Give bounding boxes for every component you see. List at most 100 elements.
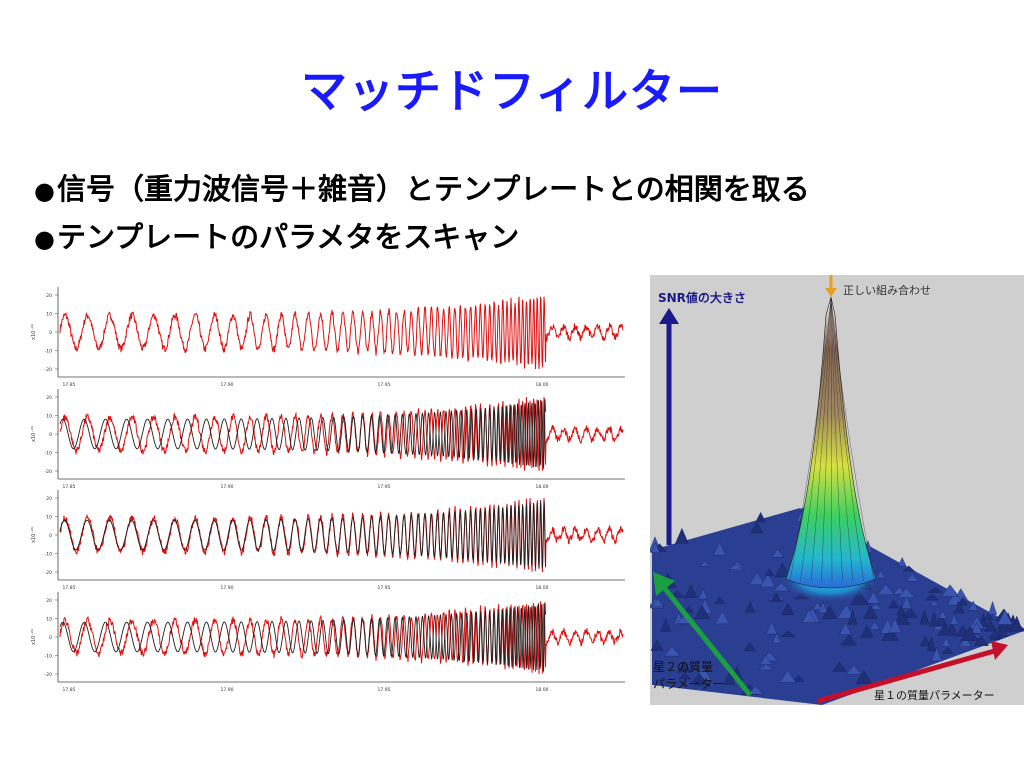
noise-spike xyxy=(1009,621,1023,631)
noise-spike xyxy=(792,674,805,682)
depth-axis-arrow xyxy=(660,583,752,697)
noise-spike xyxy=(847,609,858,625)
x-tick-label: 18.00 xyxy=(536,484,549,490)
x-tick-label: 18.00 xyxy=(536,687,549,693)
noise-spike xyxy=(845,664,862,675)
noise-spike xyxy=(650,639,664,651)
peak-mesh-line xyxy=(830,298,843,582)
x-tick-label: 17.95 xyxy=(378,382,391,388)
peak-mesh-line xyxy=(789,298,832,582)
noise-spike xyxy=(684,584,698,599)
y-axis-unit-label: x10⁻²¹ xyxy=(31,527,37,543)
noise-spike xyxy=(822,605,838,619)
y-tick-label: -20 xyxy=(45,570,52,576)
noise-spike xyxy=(748,571,766,585)
noise-spike xyxy=(997,609,1013,625)
noise-spike xyxy=(678,671,691,680)
noise-spike xyxy=(888,599,900,609)
x-axis-arrowhead xyxy=(991,641,1008,660)
bullet-1: ●信号（重力波信号＋雑音）とテンプレートとの相関を取る xyxy=(34,166,810,208)
snr-surface-figure: SNR値の大きさ 正しい組み合わせ 星２の質量 パラメーター 星１の質量パラメー… xyxy=(650,275,1024,705)
noise-spike xyxy=(759,573,776,588)
noise-spike xyxy=(970,621,983,634)
y-tick-label: -10 xyxy=(45,552,52,558)
noise-spike xyxy=(747,685,764,695)
y-tick-label: -10 xyxy=(45,451,52,457)
waveform-panel-3: 20 10 0 -10 -20 x10⁻²¹ 17.85 17.90 17.95 18.00 xyxy=(31,490,625,591)
noise-spike xyxy=(997,625,1008,637)
noise-spike xyxy=(663,645,681,657)
x-tick-label: 17.90 xyxy=(221,687,234,693)
noise-spike xyxy=(765,620,778,635)
noise-spike xyxy=(876,583,895,596)
noise-spike xyxy=(764,568,774,576)
noise-spike xyxy=(988,600,998,615)
peak-mesh-line xyxy=(830,298,864,582)
depth-axis-arrowhead xyxy=(653,572,675,596)
noise-spike xyxy=(771,632,782,644)
noise-spike xyxy=(677,661,692,673)
noise-spike xyxy=(957,596,968,606)
noise-spike xyxy=(860,625,874,638)
noise-spike xyxy=(881,627,900,641)
noise-spike xyxy=(755,511,766,523)
noise-spike xyxy=(699,560,711,567)
noise-spike xyxy=(926,636,937,652)
surface-floor xyxy=(652,508,1024,705)
noise-spike xyxy=(959,635,972,647)
noise-spike xyxy=(863,604,878,619)
noise-spike xyxy=(832,661,847,672)
noise-spike xyxy=(650,542,661,553)
x-axis-arrow xyxy=(817,647,999,704)
bullet-2-text: テンプレートのパラメタをスキャン xyxy=(56,220,520,254)
template-trace xyxy=(59,500,546,569)
noise-spike xyxy=(924,593,940,601)
noise-spike xyxy=(868,603,883,610)
noise-spike xyxy=(946,591,965,606)
y-tick-label: 20 xyxy=(46,496,52,502)
noise-spike xyxy=(929,599,939,606)
x-tick-label: 17.85 xyxy=(63,382,76,388)
noise-spike xyxy=(938,610,948,619)
noise-spike xyxy=(779,670,797,683)
x-tick-label: 17.95 xyxy=(378,687,391,693)
x-axis-label: 星１の質量パラメーター xyxy=(874,688,995,702)
bullet-2-marker: ● xyxy=(34,225,55,253)
waveform-panel-4: 20 10 0 -10 -20 x10⁻²¹ 17.85 17.90 17.95 18.00 xyxy=(31,592,625,693)
x-tick-label: 17.90 xyxy=(221,585,234,591)
noise-spike xyxy=(713,541,727,556)
x-tick-label: 17.85 xyxy=(63,484,76,490)
x-tick-label: 17.90 xyxy=(221,382,234,388)
peak-arrowhead xyxy=(825,288,837,297)
noise-spike xyxy=(934,614,948,626)
y-tick-label: 0 xyxy=(49,635,52,641)
noise-spike xyxy=(770,592,783,602)
noise-spike xyxy=(759,654,772,665)
snr-axis-arrowhead xyxy=(659,308,679,324)
noise-spike xyxy=(713,596,726,604)
y-tick-label: 0 xyxy=(49,432,52,438)
signal-trace xyxy=(59,296,624,370)
waveform-panel-2: 20 10 0 -10 -20 x10⁻²¹ 17.85 17.90 17.95 18.00 xyxy=(31,389,625,490)
noise-spike xyxy=(983,613,994,621)
y-tick-label: 20 xyxy=(46,293,52,299)
noise-spike xyxy=(698,587,708,600)
x-tick-label: 18.00 xyxy=(536,382,549,388)
y-tick-label: -10 xyxy=(45,654,52,660)
waveform-panels: 20 10 0 -10 -20 x10⁻²¹ 17.85 17.90 17.95 18.00 20 1… xyxy=(31,287,625,693)
waveform-panel-1: 20 10 0 -10 -20 x10⁻²¹ 17.85 17.90 17.95 18.00 xyxy=(31,287,625,388)
x-tick-label: 17.85 xyxy=(63,687,76,693)
noise-spike xyxy=(728,563,744,570)
noise-spike xyxy=(941,584,960,597)
noise-spike xyxy=(902,607,918,618)
depth-axis-label-line2: パラメーター xyxy=(653,677,725,691)
noise-spike xyxy=(675,527,689,544)
peak-mesh-line xyxy=(830,298,854,582)
y-tick-label: 0 xyxy=(49,533,52,539)
noise-spike xyxy=(897,588,916,598)
noise-spike xyxy=(919,609,930,625)
noise-spike xyxy=(901,595,912,609)
noise-spike xyxy=(866,590,881,604)
noise-spike xyxy=(902,565,916,572)
template-trace xyxy=(59,602,546,672)
